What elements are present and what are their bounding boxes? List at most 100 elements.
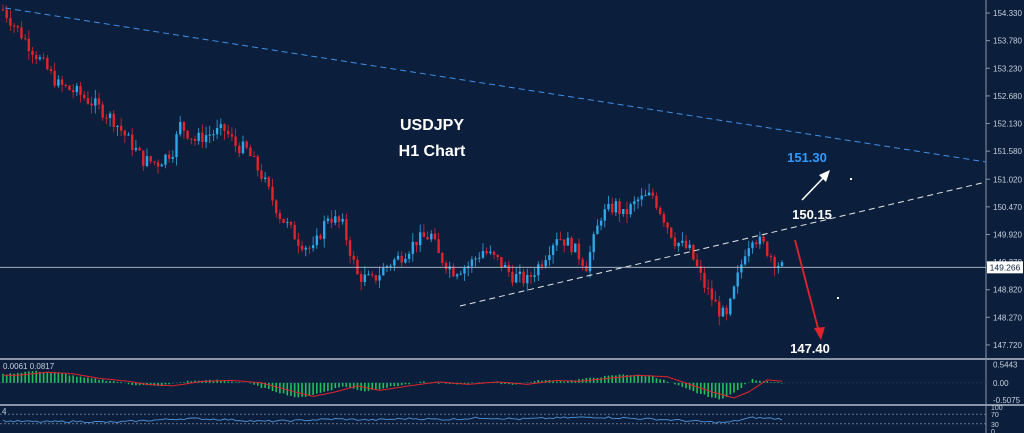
candle-body (119, 125, 123, 131)
candle-body (577, 243, 581, 260)
candle-body (197, 132, 200, 141)
upper-trendline (4, 7, 987, 163)
candle-body (529, 274, 533, 277)
candle-body (430, 233, 433, 240)
candle-body (215, 128, 219, 135)
candle-body (275, 200, 278, 214)
candle-body (415, 241, 418, 246)
rsi-header-label: 4 (2, 407, 7, 416)
candle-body (492, 251, 496, 255)
candle-body (293, 224, 296, 240)
price-tick-label: 151.580 (993, 147, 1022, 156)
candle-body (42, 57, 45, 59)
candle-body (729, 298, 732, 315)
candle-body (134, 147, 138, 150)
candle-body (603, 209, 606, 221)
candle-body (766, 241, 769, 256)
candle-body (256, 156, 259, 171)
candle-body (249, 147, 252, 157)
target-down-label: 147.40 (790, 341, 830, 356)
candle-body (83, 94, 86, 99)
candle-body (562, 239, 566, 246)
candle-body (359, 274, 363, 282)
candle-body (282, 218, 285, 223)
candle-body (389, 265, 392, 267)
candle-body (101, 104, 104, 118)
rsi-line (2, 416, 783, 424)
candle-body (31, 51, 34, 56)
candle-body (300, 245, 304, 250)
candle-body (311, 245, 315, 249)
candle-body (695, 259, 699, 267)
candle-body (614, 201, 618, 213)
candle-body (149, 156, 152, 162)
up-arrow-head (819, 170, 830, 182)
price-tick-label: 153.230 (993, 64, 1022, 73)
candle-body (736, 272, 739, 287)
candle-body (474, 258, 477, 260)
candle-body (79, 85, 82, 95)
candle-body (518, 271, 522, 275)
candle-body (596, 225, 599, 235)
candle-body (673, 237, 677, 247)
candle-body (640, 195, 643, 200)
chart-title-line2: H1 Chart (399, 143, 466, 160)
down-arrow-head (814, 327, 825, 340)
candle-body (662, 214, 666, 223)
candle-body (94, 98, 97, 106)
candle-body (485, 251, 488, 254)
candle-body (566, 237, 570, 246)
target-up-label: 151.30 (787, 150, 827, 165)
candle-body (378, 275, 381, 281)
current-price-tag (987, 261, 1023, 274)
candle-body (186, 130, 189, 139)
macd-tick-label: 0.00 (993, 379, 1009, 388)
price-axis-area (986, 0, 1024, 433)
candle-body (219, 124, 223, 129)
candle-body (710, 288, 714, 300)
candle-body (570, 237, 573, 253)
candle-body (60, 79, 64, 85)
macd-axis-ticks: 0.5443 0.00 -0.5075 (993, 361, 1021, 405)
candle-body (382, 267, 385, 276)
price-tick-label: 152.680 (993, 92, 1022, 101)
candle-body (740, 264, 743, 273)
candle-body (212, 134, 215, 136)
candle-body (644, 195, 647, 197)
candle-body (459, 273, 463, 275)
candle-body (684, 240, 688, 249)
candle-body (551, 245, 555, 256)
candle-body (544, 260, 547, 267)
candle-body (9, 18, 12, 26)
candle-body (489, 251, 492, 254)
candle-body (511, 271, 514, 283)
candle-body (267, 177, 271, 187)
candle-body (622, 209, 625, 214)
candle-body (581, 259, 584, 266)
candle-body (68, 85, 71, 91)
candle-body (108, 113, 112, 118)
price-tick-label: 151.020 (993, 175, 1022, 184)
candle-body (610, 203, 614, 213)
candle-body (470, 259, 474, 267)
candle-body (703, 272, 706, 288)
candle-body (514, 274, 518, 283)
candle-body (182, 121, 186, 131)
candle-body (71, 90, 75, 93)
candle-body (326, 218, 330, 222)
candle-body (308, 247, 311, 249)
candle-body (156, 162, 160, 167)
candle-body (658, 207, 662, 215)
candle-body (747, 248, 750, 257)
candle-body (503, 264, 507, 268)
candle-body (345, 218, 348, 241)
candle-body (171, 157, 175, 159)
candle-body (208, 134, 211, 136)
candle-body (522, 271, 525, 284)
candle-body (400, 255, 403, 263)
candle-body (193, 139, 197, 141)
candle-body (633, 201, 636, 205)
candle-body (153, 161, 156, 163)
